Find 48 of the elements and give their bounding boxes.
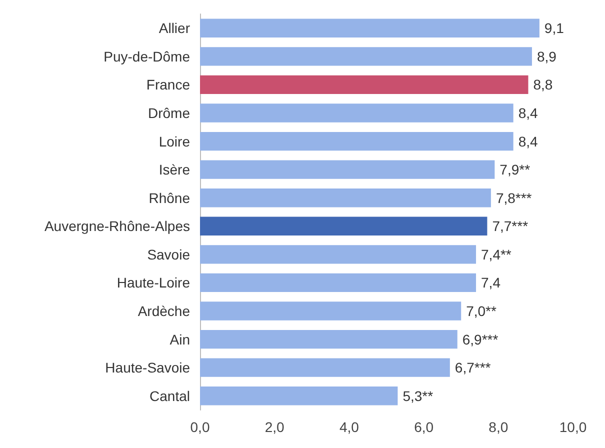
data-label: 7,9**	[500, 162, 531, 178]
bar	[200, 358, 450, 377]
bar	[200, 188, 491, 208]
y-tick-label: Ain	[170, 331, 190, 348]
x-tick-label: 4,0	[339, 419, 360, 435]
x-tick-label: 2,0	[264, 419, 285, 435]
y-tick-label: Savoie	[147, 246, 190, 262]
x-tick-label: 0,0	[190, 419, 210, 435]
x-tick-label: 8,0	[488, 419, 508, 435]
y-tick-label: France	[146, 76, 190, 93]
y-tick-label: Loire	[158, 133, 190, 150]
y-tick-label: Rhône	[148, 190, 190, 206]
data-label: 7,4	[481, 274, 501, 291]
data-label: 6,9***	[462, 331, 499, 348]
y-tick-label: Puy-de-Dôme	[104, 48, 190, 64]
data-label: 7,7***	[492, 218, 529, 234]
bar	[200, 18, 540, 38]
y-tick-label: Isère	[158, 162, 190, 178]
bar	[200, 75, 528, 94]
y-tick-label: Drôme	[148, 105, 190, 121]
bar	[200, 132, 514, 151]
bar	[200, 386, 398, 406]
data-label: 8,9	[536, 48, 557, 64]
data-label: 7,0**	[466, 303, 498, 319]
x-tick-label: 10,0	[559, 419, 587, 435]
data-label: 9,1	[544, 20, 564, 36]
data-label: 6,7***	[454, 360, 492, 376]
data-label: 5,3**	[402, 388, 434, 404]
bar	[200, 47, 532, 66]
data-label: 7,4**	[481, 246, 512, 262]
y-tick-label: Auvergne-Rhône-Alpes	[44, 218, 190, 234]
y-tick-label: Haute-Loire	[116, 274, 190, 291]
bar	[200, 330, 458, 349]
y-tick-label: Ardèche	[138, 303, 190, 319]
bar	[200, 245, 476, 264]
bar	[200, 216, 488, 236]
data-label: 7,8***	[496, 190, 532, 206]
x-tick-label: 6,0	[414, 419, 434, 435]
bar	[200, 160, 495, 179]
bar	[200, 302, 462, 320]
data-label: 8,8	[533, 76, 553, 93]
data-label: 8,4	[518, 133, 538, 150]
y-tick-label: Haute-Savoie	[105, 360, 190, 376]
bar	[200, 273, 476, 292]
bar	[200, 104, 514, 122]
data-label: 8,4	[518, 105, 538, 121]
y-tick-label: Cantal	[150, 388, 190, 404]
y-tick-label: Allier	[158, 20, 190, 36]
